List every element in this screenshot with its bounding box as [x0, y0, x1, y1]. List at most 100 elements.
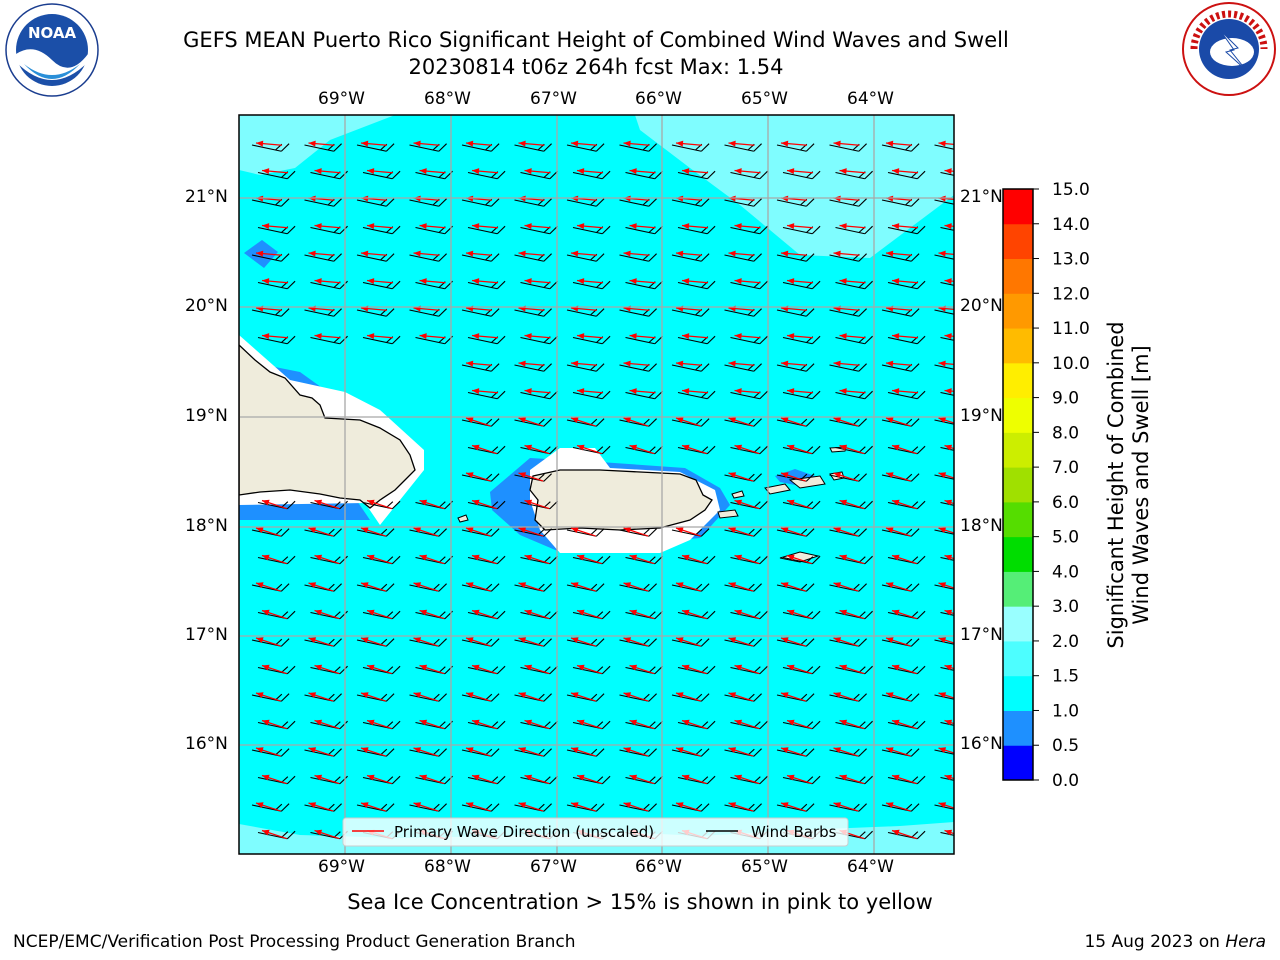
hispaniola-land: [239, 344, 416, 509]
map-legend: Primary Wave Direction (unscaled) Wind B…: [342, 817, 849, 847]
lon-label-top: 65°W: [741, 89, 788, 109]
wave-arrow: [524, 333, 551, 340]
wave-arrow: [839, 278, 866, 285]
wave-arrow: [471, 719, 497, 730]
footer-left: NCEP/EMC/Verification Post Processing Pr…: [13, 932, 576, 952]
wave-arrow: [413, 802, 439, 812]
wave-arrow: [675, 527, 701, 537]
wave-arrow: [629, 609, 655, 620]
wave-arrow: [314, 609, 340, 620]
wave-arrow: [944, 664, 954, 675]
wave-arrow: [891, 388, 918, 395]
wave-arrow: [465, 692, 491, 702]
lon-label-bottom: 68°W: [424, 857, 471, 877]
wave-arrow: [681, 333, 708, 340]
wave-arrow: [570, 417, 596, 427]
wave-arrow: [623, 250, 650, 257]
colorbar-label-group: Significant Height of Combined Wind Wave…: [1104, 321, 1153, 648]
wind-barb: [934, 474, 954, 482]
wave-arrow: [833, 527, 859, 537]
sea-ice-caption: Sea Ice Concentration > 15% is shown in …: [347, 890, 933, 914]
colorbar-tick-label: 10.0: [1052, 354, 1090, 374]
wave-arrow: [938, 747, 954, 757]
wind-barb: [940, 776, 954, 785]
wave-arrow: [261, 499, 287, 510]
wind-barb: [940, 281, 954, 290]
wave-arrow: [885, 582, 911, 592]
wave-arrow: [681, 388, 708, 395]
wave-arrow: [465, 472, 491, 482]
wave-arrow: [576, 223, 603, 230]
footer-host: Hera: [1225, 932, 1266, 952]
wave-arrow: [524, 774, 550, 785]
wave-arrow: [734, 444, 760, 455]
colorbar-segment: [1003, 501, 1033, 538]
wave-arrow: [419, 278, 446, 285]
wave-arrow: [471, 499, 497, 510]
colorbar-tick-label: 7.0: [1052, 458, 1079, 478]
wave-arrow: [314, 774, 340, 785]
colorbar-tick-label: 1.0: [1052, 701, 1079, 721]
colorbar-tick-label: 8.0: [1052, 423, 1079, 443]
wave-arrow: [891, 774, 917, 785]
wave-arrow: [261, 609, 287, 620]
wave-arrow: [891, 223, 918, 230]
wave-arrow: [786, 499, 812, 510]
wave-arrow: [360, 802, 386, 812]
wave-arrow: [261, 719, 287, 730]
wave-arrow: [419, 664, 445, 675]
wave-arrow: [623, 582, 649, 592]
wave-arrow: [308, 802, 334, 812]
wave-arrow: [728, 637, 754, 647]
wave-arrow: [314, 278, 341, 285]
wave-arrow: [681, 664, 707, 675]
wave-arrow: [576, 444, 602, 455]
wave-arrow: [518, 637, 544, 647]
wave-arrow: [629, 333, 656, 340]
wind-barb: [940, 171, 954, 180]
lat-label-left: 20°N: [185, 296, 228, 316]
wave-arrow: [471, 609, 497, 620]
wave-arrow: [885, 472, 911, 482]
wave-arrow: [675, 360, 702, 367]
wave-arrow: [780, 637, 806, 647]
wave-arrow: [885, 637, 911, 647]
wave-arrow: [366, 499, 392, 510]
wave-arrow: [471, 444, 497, 455]
wave-arrow: [261, 774, 287, 785]
wave-arrow: [518, 692, 544, 702]
wave-arrow: [570, 527, 596, 537]
wave-arrow: [944, 168, 954, 175]
wave-arrow: [465, 250, 492, 257]
wave-arrow: [891, 278, 918, 285]
wave-arrow: [944, 333, 954, 340]
wave-arrow: [833, 472, 859, 482]
wave-arrow: [786, 719, 812, 730]
wind-barb: [940, 446, 954, 455]
colorbar-tick-label: 5.0: [1052, 528, 1079, 548]
wave-arrow: [681, 278, 708, 285]
wind-barb: [940, 226, 954, 235]
wave-arrow: [413, 637, 439, 647]
colorbar-segment: [1003, 467, 1033, 503]
wave-arrow: [366, 223, 393, 230]
wave-arrow: [833, 692, 859, 702]
wave-arrow: [261, 168, 288, 175]
wave-arrow: [944, 774, 954, 785]
wave-arrow: [938, 637, 954, 647]
wave-arrow: [413, 140, 440, 147]
wave-arrow: [839, 774, 865, 785]
colorbar-frame: [1002, 188, 1034, 781]
wave-arrow: [734, 664, 760, 675]
wave-arrow: [728, 747, 754, 757]
wave-arrow: [938, 472, 954, 482]
wave-arrow: [944, 223, 954, 230]
wave-arrow: [780, 802, 806, 812]
wave-arrow: [839, 664, 865, 675]
wave-arrow: [734, 333, 761, 340]
wave-arrow: [360, 637, 386, 647]
culebra-island: [731, 490, 745, 499]
wave-arrow: [524, 444, 550, 455]
wave-arrow: [570, 637, 596, 647]
wave-arrow: [524, 609, 550, 620]
